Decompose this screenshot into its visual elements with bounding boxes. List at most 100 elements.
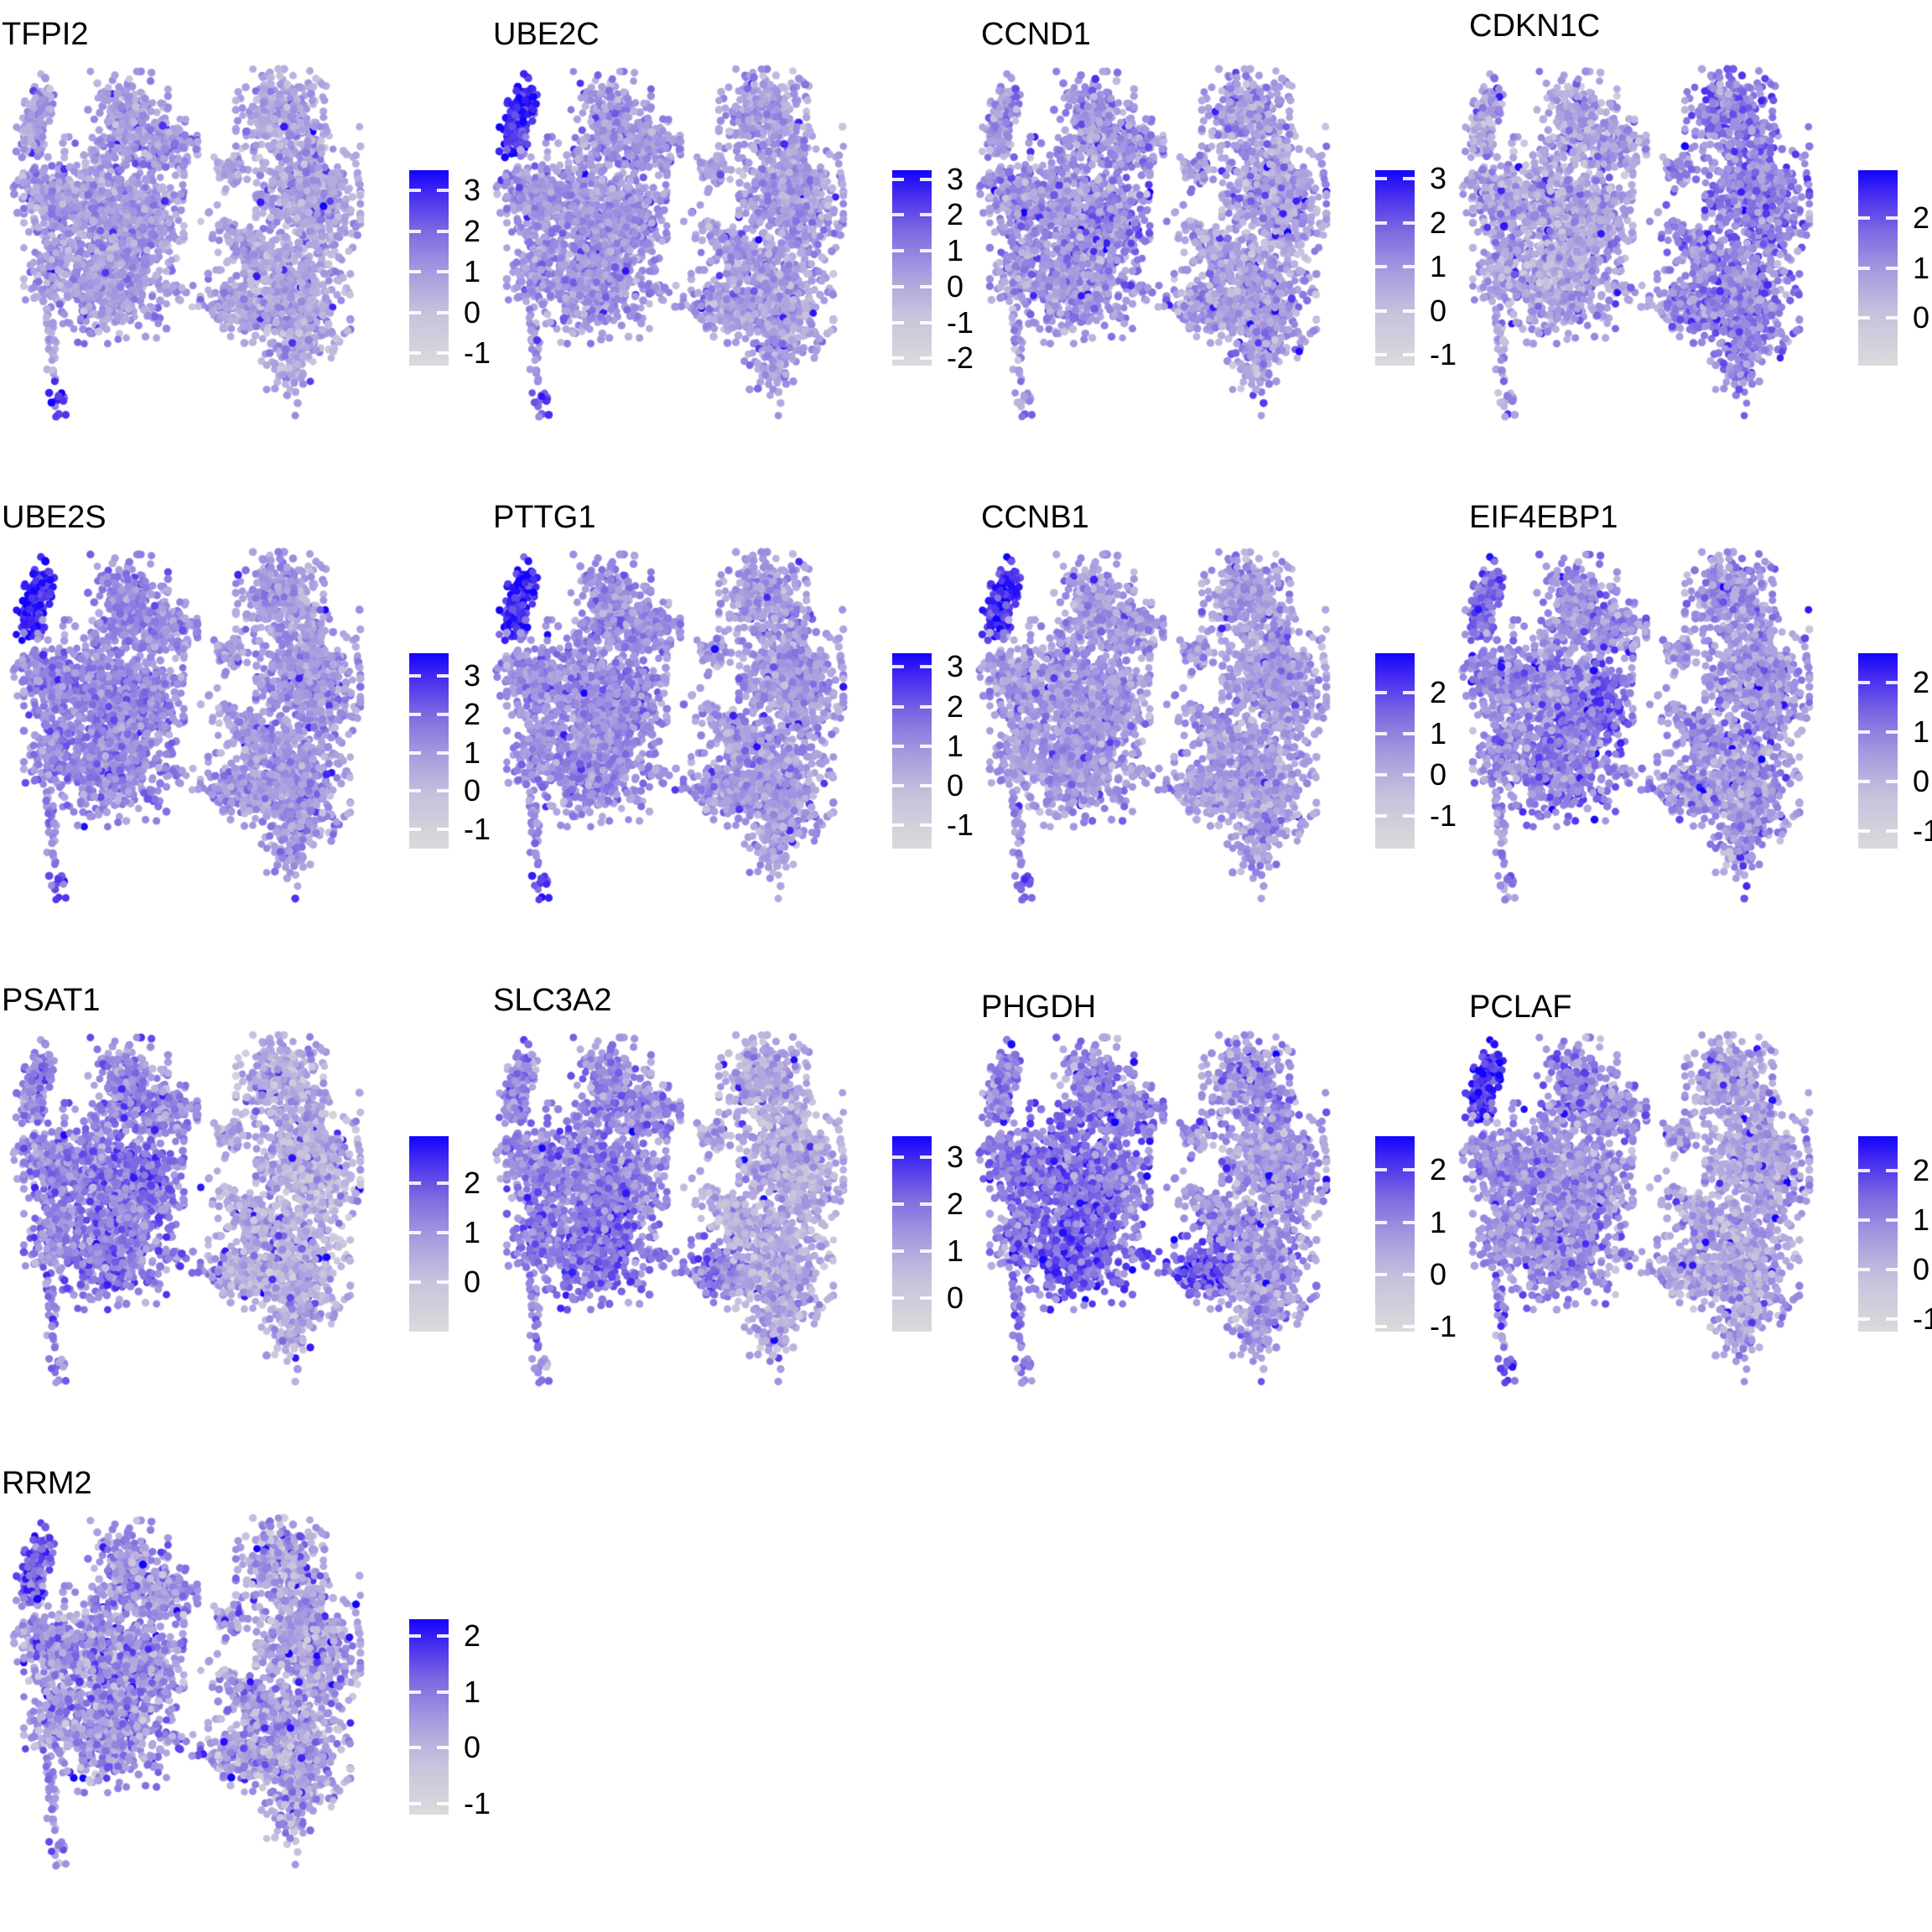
colorbar-tickmark	[892, 704, 904, 709]
panel-title: RRM2	[2, 1466, 92, 1501]
colorbar-tickmark	[409, 270, 421, 274]
colorbar-tickmark	[920, 665, 932, 669]
expression-colorbar: 3 2 1 0 -1	[409, 170, 510, 371]
colorbar-tickmark	[1403, 690, 1415, 694]
colorbar-tickmark	[409, 828, 421, 832]
feature-panel-RRM2: RRM2 2 1 0 -1	[0, 1449, 491, 1932]
feature-panel-PSAT1: PSAT1 2 1 0	[0, 966, 483, 1449]
colorbar-tickmark	[409, 229, 421, 233]
colorbar-tickmark	[437, 789, 449, 793]
umap-scatter-canvas	[0, 966, 483, 1449]
colorbar-tickmark	[437, 229, 449, 233]
colorbar-tickmark	[920, 356, 932, 361]
umap-scatter-canvas	[483, 0, 966, 483]
colorbar-tick-label: -1	[464, 1785, 491, 1820]
colorbar-tickmark	[437, 189, 449, 193]
colorbar-tickmark	[920, 1296, 932, 1300]
colorbar-gradient	[409, 170, 449, 366]
colorbar-tickmark	[437, 828, 449, 832]
colorbar-tickmark	[920, 823, 932, 827]
colorbar-tickmark	[409, 1231, 421, 1235]
colorbar-tickmark	[437, 310, 449, 314]
colorbar-tickmark	[409, 1801, 421, 1805]
colorbar-tickmark	[1403, 265, 1415, 269]
colorbar-tick-label: 1	[464, 1674, 481, 1709]
umap-scatter-canvas	[1449, 483, 1932, 966]
feature-panel-TFPI2: TFPI2 3 2 1 0 -1	[0, 0, 491, 483]
umap-scatter-canvas	[0, 1449, 483, 1932]
colorbar-tickmark	[1858, 266, 1870, 270]
colorbar-tickmark	[437, 1801, 449, 1805]
colorbar-tickmark	[1886, 316, 1898, 320]
colorbar-tickmark	[1375, 352, 1387, 356]
colorbar-tickmark	[409, 1633, 421, 1638]
colorbar-tickmark	[437, 1182, 449, 1186]
colorbar-gradient	[1858, 653, 1898, 849]
colorbar-tickmark	[409, 310, 421, 314]
feature-panel-UBE2C: UBE2C 3 2 1 0 -1 -2	[483, 0, 974, 483]
panel-title: CCND1	[981, 17, 1091, 52]
colorbar-gradient	[409, 1619, 449, 1815]
colorbar-tickmark	[1403, 1324, 1415, 1328]
colorbar-tickmark	[409, 1746, 421, 1750]
colorbar-tickmark	[1375, 690, 1387, 694]
colorbar-gradient	[892, 653, 932, 849]
feature-panel-PHGDH: PHGDH 2 1 0 -1	[966, 966, 1457, 1449]
colorbar-tick-label: 1	[1430, 1204, 1447, 1239]
colorbar-tick-label: 0	[947, 767, 964, 802]
umap-scatter-canvas	[483, 483, 966, 966]
colorbar-tickmark	[1886, 1169, 1898, 1173]
colorbar-tickmark	[1403, 813, 1415, 818]
colorbar-tickmark	[1886, 1317, 1898, 1322]
colorbar-tickmark	[920, 177, 932, 181]
colorbar-tickmark	[892, 1249, 904, 1253]
colorbar-tickmark	[892, 249, 904, 253]
colorbar-tickmark	[892, 1202, 904, 1207]
colorbar-tick-label: 1	[1913, 714, 1930, 750]
colorbar-tickmark	[920, 284, 932, 288]
feature-panel-PTTG1: PTTG1 3 2 1 0 -1	[483, 483, 974, 966]
panel-title: PSAT1	[2, 983, 101, 1018]
colorbar-tick-label: 0	[1430, 756, 1447, 792]
colorbar-tick-label: 2	[1430, 205, 1447, 240]
colorbar-tickmark	[1858, 681, 1870, 685]
colorbar-tickmark	[1886, 1218, 1898, 1223]
colorbar-tick-label: 1	[464, 1215, 481, 1250]
colorbar-tick-label: 3	[947, 161, 964, 196]
colorbar-tickmark	[892, 783, 904, 787]
colorbar-tick-label: -1	[464, 335, 491, 371]
colorbar-tickmark	[1886, 216, 1898, 220]
colorbar-tickmark	[1858, 1268, 1870, 1272]
colorbar-tick-label: 2	[464, 697, 481, 732]
colorbar-tickmark	[920, 213, 932, 217]
feature-panel-CCND1: CCND1 3 2 1 0 -1	[966, 0, 1457, 483]
colorbar-tick-label: 3	[1430, 161, 1447, 196]
colorbar-tick-label: 0	[464, 1265, 481, 1299]
panel-title: PTTG1	[493, 500, 596, 535]
panel-title: CCNB1	[981, 500, 1089, 535]
feature-panel-EIF4EBP1: EIF4EBP1 2 1 0 -1	[1449, 483, 1932, 966]
colorbar-tick-label: 1	[1913, 250, 1930, 285]
colorbar-tickmark	[1886, 266, 1898, 270]
colorbar-tick-label: -1	[947, 304, 974, 340]
colorbar-tick-label: -1	[1430, 336, 1457, 371]
panel-title: TFPI2	[2, 17, 89, 52]
colorbar-tickmark	[1858, 1218, 1870, 1223]
colorbar-tickmark	[1375, 772, 1387, 776]
colorbar-tickmark	[1403, 177, 1415, 181]
colorbar-tick-label: 0	[1430, 293, 1447, 328]
umap-scatter-canvas	[966, 966, 1449, 1449]
colorbar-tickmark	[1403, 309, 1415, 313]
colorbar-tickmark	[437, 270, 449, 274]
colorbar-tickmark	[1375, 177, 1387, 181]
colorbar-tickmark	[892, 356, 904, 361]
colorbar-tickmark	[1375, 813, 1387, 818]
colorbar-tick-label: 3	[464, 173, 481, 208]
colorbar-tick-label: 0	[464, 1730, 481, 1765]
colorbar-tick-label: 2	[1913, 665, 1930, 700]
colorbar-tick-label: 0	[1913, 764, 1930, 799]
colorbar-tickmark	[409, 1280, 421, 1284]
expression-colorbar: 3 2 1 0 -1	[892, 652, 993, 849]
colorbar-tickmark	[1375, 309, 1387, 313]
panel-title: PCLAF	[1469, 989, 1572, 1025]
